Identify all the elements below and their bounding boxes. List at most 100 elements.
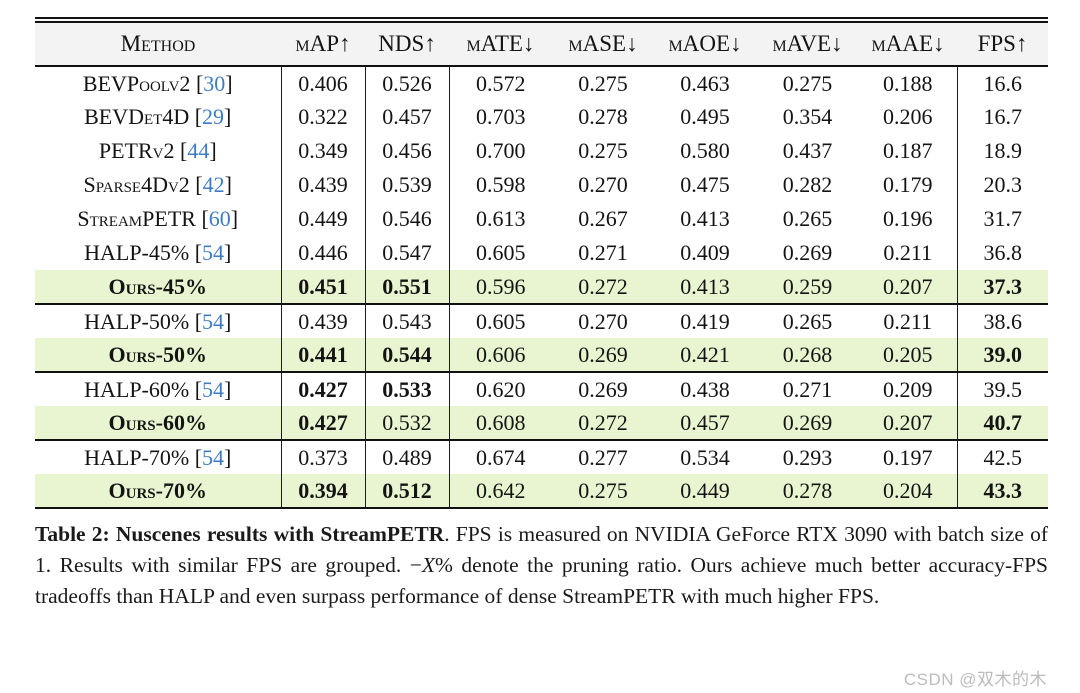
value-cell: 39.5 [957,371,1048,406]
table-row: HALP-45% [54] 0.446 0.547 0.605 0.271 0.409 0.… [35,236,1048,270]
method-cell: Ours-60% [35,406,282,440]
value-cell: 0.269 [756,406,859,440]
citation-link[interactable]: 30 [203,70,226,96]
citation-link[interactable]: 54 [202,240,225,265]
citation-link[interactable]: 29 [202,104,225,129]
value-cell: 0.674 [449,439,552,474]
value-cell: 0.270 [578,172,628,197]
method-cell: HALP-70% [54] [35,439,282,474]
value-cell: 0.451 [281,270,366,304]
value-cell: 0.543 [365,303,450,338]
value-cell: 0.547 [365,236,450,270]
value-cell: 0.259 [756,270,859,304]
method-name: HALP-60% [84,376,190,402]
value-cell: 0.449 [654,474,756,508]
value-cell: 0.205 [859,338,958,372]
table-row: BEVDet4D [29] 0.322 0.457 0.703 0.278 0.495 0.… [35,100,1048,134]
value-cell: 37.3 [957,270,1048,304]
value-cell: 0.546 [365,202,450,236]
table-header-row: Method mAP↑ NDS↑ mATE↓ mASE↓ mAOE↓ mAVE↓… [35,20,1048,66]
value-cell: 0.596 [449,270,552,304]
value-cell: 39.0 [957,338,1048,372]
value-cell: 0.439 [281,168,366,202]
method-cell: StreamPETR [60] [35,202,282,236]
caption-text: . FPS is measured on NVIDIA GeForce RTX … [35,522,1048,578]
value-cell: 0.539 [365,168,450,202]
value-cell: 0.413 [654,270,756,304]
table-row: Ours-70% 0.394 0.512 0.642 0.275 0.449 0.278 0.… [35,474,1048,508]
value-cell: 0.457 [654,406,756,440]
citation-link[interactable]: 60 [208,206,231,231]
value-cell: 0.475 [680,172,730,197]
citation-link[interactable]: 44 [187,138,210,163]
results-table: Method mAP↑ NDS↑ mATE↓ mASE↓ mAOE↓ mAVE↓… [35,17,1048,509]
method-name: HALP-70% [84,444,190,470]
value-cell: 16.7 [983,104,1023,129]
value-cell: 0.211 [859,236,958,270]
caption-italic-x: X [421,553,435,578]
value-cell: 0.265 [782,206,833,231]
value-cell: 0.413 [680,206,730,231]
value-cell: 0.197 [859,439,958,474]
value-cell: 0.456 [365,134,450,168]
table-row: StreamPETR [60] 0.449 0.546 0.613 0.267 0.413… [35,202,1048,236]
table-row: PETRv2 [44] 0.349 0.456 0.700 0.275 0.580 0.43… [35,134,1048,168]
value-cell: 0.512 [365,474,450,508]
column-header-maae: mAAE↓ [859,20,957,66]
value-cell: 0.272 [552,406,654,440]
value-cell: 0.620 [449,371,552,406]
value-cell: 0.406 [281,66,366,100]
value-cell: 0.438 [654,371,756,406]
value-cell: 0.207 [859,406,958,440]
value-cell: 0.642 [449,474,552,508]
table-row: Ours-45% 0.451 0.551 0.596 0.272 0.413 0.259 0.… [35,270,1048,304]
value-cell: 16.6 [983,70,1023,96]
value-cell: 0.211 [859,303,958,338]
value-cell: 0.605 [476,240,526,265]
value-cell: 0.703 [476,104,526,129]
value-cell: 0.270 [552,303,654,338]
column-header-method: Method [35,20,281,66]
value-cell: 0.206 [859,100,958,134]
citation-link[interactable]: 42 [202,172,225,197]
value-cell: 0.526 [365,66,450,100]
value-cell: 0.580 [680,138,730,163]
column-header-mase: mASE↓ [552,20,654,66]
column-header-maoe: mAOE↓ [654,20,756,66]
value-cell: 0.187 [859,134,958,168]
value-cell: 0.608 [449,406,552,440]
value-cell: 0.272 [552,270,654,304]
method-name: Ours-60% [108,409,207,435]
value-cell: 0.463 [680,70,730,96]
value-cell: 0.613 [476,206,526,231]
value-cell: 0.265 [756,303,859,338]
value-cell: 0.188 [859,66,958,100]
value-cell: 43.3 [957,474,1048,508]
value-cell: 0.534 [654,439,756,474]
citation-link[interactable]: 54 [202,376,225,402]
citation-link[interactable]: 54 [202,444,225,470]
value-cell: 36.8 [983,240,1023,265]
value-cell: 0.421 [654,338,756,372]
method-name: PETRv2 [98,138,175,163]
method-cell: BEVPoolv2 [30] [35,66,282,100]
table-caption: Table 2: Nuscenes results with StreamPET… [35,519,1048,613]
method-name: Sparse4Dv2 [83,172,190,197]
method-cell: HALP-45% [54] [35,236,282,270]
method-cell: PETRv2 [44] [35,134,282,168]
table-body: BEVPoolv2 [30] 0.406 0.526 0.572 0.275 0.463 0… [35,66,1048,508]
method-name: Ours-50% [108,341,207,367]
value-cell: 42.5 [957,439,1048,474]
method-name: HALP-50% [84,308,190,334]
value-cell: 0.544 [365,338,450,372]
value-cell: 0.277 [552,439,654,474]
method-cell: HALP-50% [54] [35,303,282,338]
value-cell: 0.606 [449,338,552,372]
citation-link[interactable]: 54 [202,308,225,334]
value-cell: 0.419 [654,303,756,338]
column-header-mate: mATE↓ [449,20,552,66]
value-cell: 0.209 [859,371,958,406]
value-cell: 0.267 [578,206,628,231]
value-cell: 38.6 [957,303,1048,338]
method-name: StreamPETR [77,206,196,231]
